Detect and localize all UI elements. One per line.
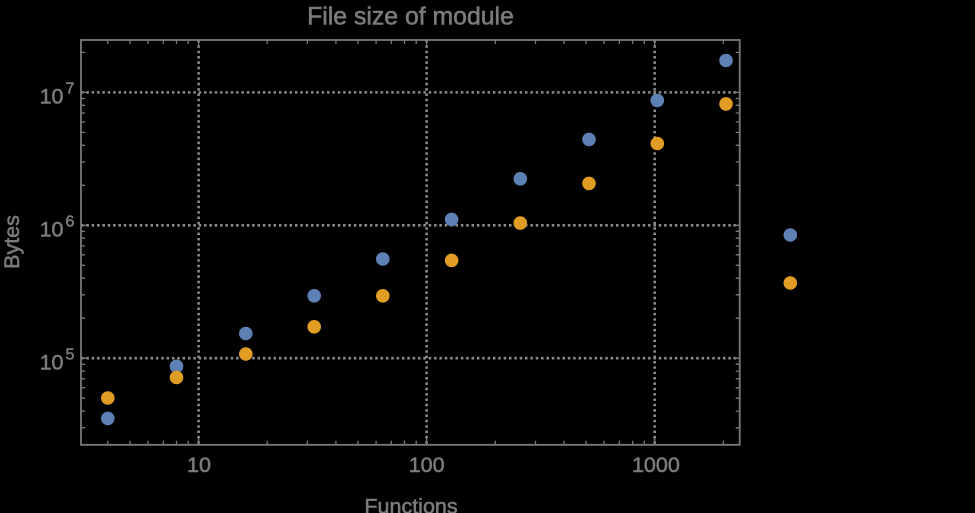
svg-text:10: 10 (40, 85, 64, 109)
svg-text:6: 6 (65, 214, 74, 231)
svg-text:5: 5 (65, 347, 74, 364)
svg-text:7: 7 (65, 81, 74, 98)
svg-text:100: 100 (409, 453, 445, 477)
svg-text:10: 10 (40, 350, 64, 374)
svg-text:10: 10 (187, 453, 211, 477)
svg-text:1000: 1000 (632, 453, 680, 477)
svg-text:Bytes: Bytes (0, 215, 24, 269)
svg-text:File size of module: File size of module (307, 3, 514, 30)
svg-text:Functions: Functions (364, 495, 457, 513)
svg-text:10: 10 (40, 218, 64, 242)
